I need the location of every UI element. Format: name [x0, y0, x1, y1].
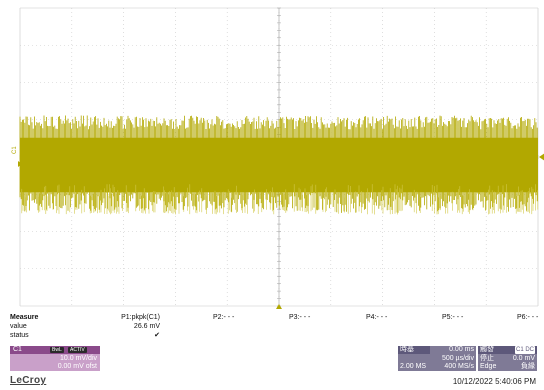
trigger-slope: 負緣 [521, 363, 535, 370]
trigger-mode: 停止 [480, 355, 494, 362]
param-p2-name[interactable]: P2:- - - [213, 314, 235, 321]
param-p5-name[interactable]: P5:- - - [442, 314, 464, 321]
timebase-header [398, 346, 430, 354]
measure-row-value-label: value [10, 323, 27, 330]
trigger-level-marker-icon[interactable] [539, 153, 544, 161]
channel-scale: 10.0 mV/div [60, 355, 97, 362]
bwl-tag: BwL [50, 347, 64, 353]
measure-row-status-label: status [10, 332, 29, 339]
trigger-type: Edge [480, 363, 497, 370]
trace-lower-spikes [21, 184, 539, 215]
trigger-header [478, 346, 537, 354]
measure-title: Measure [10, 314, 39, 321]
timebase-rate: 400 MS/s [444, 363, 474, 370]
channel-marker-label: C1 [12, 146, 18, 154]
timebase-panel[interactable]: 時基 0.00 ms 500 µs/div 2.00 MS 400 MS/s [398, 346, 476, 371]
timebase-samples: 2.00 MS [400, 363, 427, 370]
trigger-position-marker-icon[interactable] [276, 304, 282, 309]
channel-name: C1 [13, 346, 22, 353]
param-p1-status: ✔ [154, 332, 160, 339]
trace-samples [19, 115, 538, 213]
trigger-title: 觸發 [480, 346, 494, 353]
lecroy-logo: LeCroy [10, 375, 47, 386]
trigger-level: 0.0 mV [512, 355, 535, 362]
param-p1-value: 26.6 mV [133, 323, 160, 330]
ground-marker-icon[interactable] [18, 161, 22, 167]
timebase-delay: 0.00 ms [449, 346, 474, 353]
channel-offset: 0.00 mV ofst [57, 363, 97, 370]
timebase-per-div: 500 µs/div [441, 355, 474, 362]
trigger-source: C1 DC [514, 346, 535, 354]
waveform-trace-c1 [19, 115, 539, 215]
timestamp: 10/12/2022 5:40:06 PM [452, 377, 536, 386]
param-p6-name[interactable]: P6:- - - [517, 314, 539, 321]
channel-descriptor-c1[interactable]: C1 BwL ACTIV 10.0 mV/div 0.00 mV ofst [10, 346, 100, 371]
param-p1-name[interactable]: P1:pkpk(C1) [121, 314, 160, 321]
timebase-title: 時基 [400, 346, 414, 353]
param-p4-name[interactable]: P4:- - - [366, 314, 388, 321]
trigger-panel[interactable]: 觸發 C1 DC 停止 0.0 mV Edge 負緣 [478, 346, 537, 371]
param-p3-name[interactable]: P3:- - - [289, 314, 311, 321]
activ-tag: ACTIV [68, 347, 87, 353]
